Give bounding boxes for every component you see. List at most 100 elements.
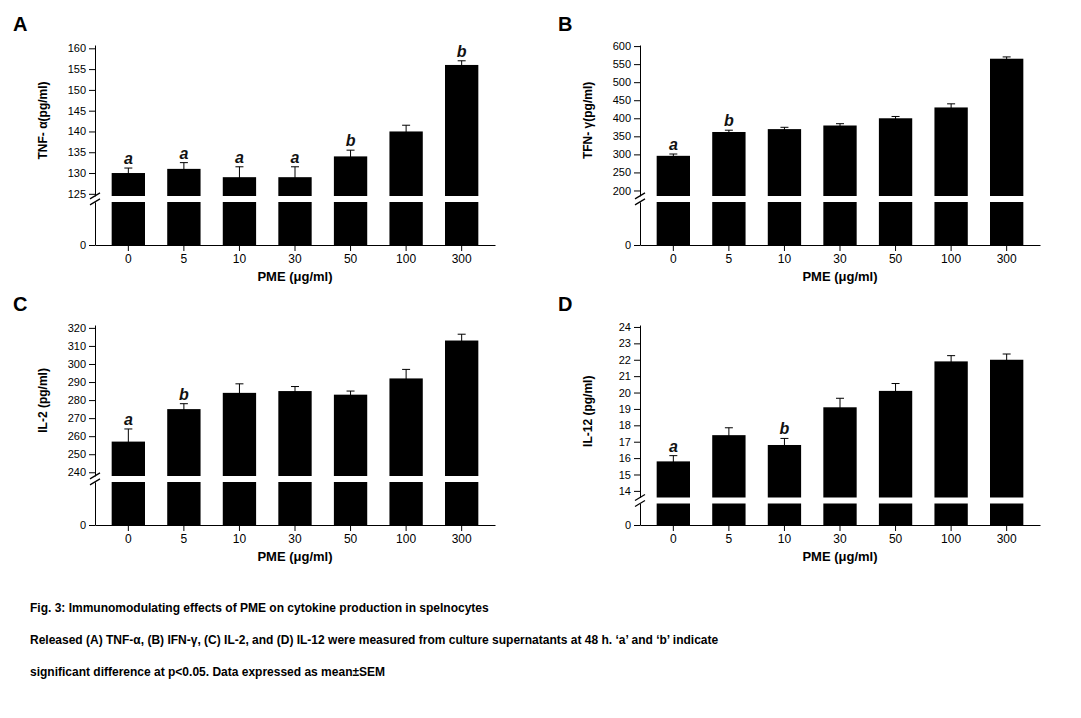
y-tick-mark xyxy=(634,136,640,137)
y-tick-mark xyxy=(634,491,640,492)
error-bar-cap xyxy=(1003,365,1011,366)
y-tick: 400 xyxy=(613,112,640,124)
y-tick-mark xyxy=(634,154,640,155)
error-bar xyxy=(725,428,733,443)
error-bar xyxy=(347,150,355,162)
x-tick-label: 100 xyxy=(396,252,416,266)
caption: significant difference at p<0.05. Data e… xyxy=(30,665,385,679)
y-tick-label: 22 xyxy=(619,354,631,366)
y-axis-upper: 125130135140145150155160 xyxy=(68,42,96,199)
error-bar-cap xyxy=(458,334,466,335)
error-bar-cap xyxy=(836,123,844,124)
error-bar-cap xyxy=(947,367,955,368)
x-tick: 300 xyxy=(452,525,472,546)
bar xyxy=(823,407,856,497)
x-tick-mark xyxy=(673,525,674,531)
y-tick-label: 280 xyxy=(68,394,86,406)
error-bar-cap xyxy=(402,137,410,138)
error-bar-cap xyxy=(458,60,466,61)
y-tick: 160 xyxy=(68,42,95,54)
error-bar-cap xyxy=(458,69,466,70)
x-tick-mark xyxy=(895,525,896,531)
error-bar-cap xyxy=(291,166,299,167)
x-tick-label: 5 xyxy=(181,252,188,266)
y-tick-mark xyxy=(634,172,640,173)
y-tick-label: 0 xyxy=(625,239,631,251)
x-tick: 0 xyxy=(670,245,677,266)
y-tick: 23 xyxy=(619,337,640,349)
y-tick: 250 xyxy=(68,448,95,460)
plot-area-lower xyxy=(112,202,479,245)
y-tick: 155 xyxy=(68,63,95,75)
error-bar xyxy=(669,456,677,467)
error-bar-cap xyxy=(124,168,132,169)
bar xyxy=(990,59,1023,196)
y-tick-label: 19 xyxy=(619,403,631,415)
y-tick-mark xyxy=(89,382,95,383)
significance-label: a xyxy=(124,411,133,428)
error-bar-cap xyxy=(947,355,955,356)
axis-break xyxy=(635,199,645,205)
significance-label: a xyxy=(669,438,678,455)
error-bar-line xyxy=(461,61,462,69)
y-tick-mark xyxy=(634,245,640,246)
x-tick-mark xyxy=(728,525,729,531)
error-bar-cap xyxy=(780,127,788,128)
y-tick-label: 18 xyxy=(619,419,631,431)
panel-label: B xyxy=(558,13,572,35)
y-tick-mark xyxy=(89,454,95,455)
x-tick: 5 xyxy=(181,525,188,546)
x-tick-label: 0 xyxy=(125,532,132,546)
plot-area-upper xyxy=(112,61,479,196)
panel-label: A xyxy=(13,13,27,35)
error-bar-line xyxy=(728,428,729,443)
y-tick: 16 xyxy=(619,452,640,464)
y-tick-mark xyxy=(634,458,640,459)
x-tick-label: 5 xyxy=(181,532,188,546)
error-bar-line xyxy=(128,429,129,454)
error-bar-cap xyxy=(836,416,844,417)
error-bar-cap xyxy=(836,398,844,399)
x-tick: 10 xyxy=(778,245,792,266)
x-tick: 50 xyxy=(889,245,903,266)
bar xyxy=(112,482,145,525)
y-tick-label: 145 xyxy=(68,105,86,117)
bar xyxy=(167,202,200,245)
significance-label: b xyxy=(780,420,790,437)
error-bar xyxy=(180,404,188,415)
error-bar-line xyxy=(406,369,407,387)
x-tick-label: 300 xyxy=(452,532,472,546)
error-bar-cap xyxy=(235,383,243,384)
y-tick-label: 550 xyxy=(613,58,631,70)
error-bar-line xyxy=(673,456,674,467)
y-axis-title: TNF- α(pg/ml) xyxy=(36,81,50,159)
bar xyxy=(445,65,478,196)
error-bar-cap xyxy=(291,395,299,396)
x-tick: 5 xyxy=(181,245,188,266)
x-tick: 30 xyxy=(288,245,302,266)
error-bar-line xyxy=(406,125,407,137)
axis-break xyxy=(90,199,100,205)
bar xyxy=(934,361,967,497)
error-bar-cap xyxy=(892,383,900,384)
bar xyxy=(768,445,801,497)
y-tick-mark xyxy=(89,436,95,437)
y-tick-mark xyxy=(634,409,640,410)
error-bar-cap xyxy=(347,162,355,163)
x-tick-label: 5 xyxy=(726,252,733,266)
y-tick-label: 320 xyxy=(68,322,86,334)
error-bar-cap xyxy=(235,166,243,167)
error-bar-cap xyxy=(669,157,677,158)
bar xyxy=(334,156,367,195)
x-tick-mark xyxy=(840,525,841,531)
x-tick-label: 300 xyxy=(452,252,472,266)
x-tick: 10 xyxy=(778,525,792,546)
y-tick: 280 xyxy=(68,394,95,406)
y-tick-mark xyxy=(634,82,640,83)
x-tick-label: 50 xyxy=(889,532,903,546)
y-tick-label: 140 xyxy=(68,125,86,137)
bar xyxy=(990,360,1023,498)
y-tick: 0 xyxy=(80,519,95,531)
error-bar-line xyxy=(673,154,674,158)
x-tick: 100 xyxy=(941,525,961,546)
